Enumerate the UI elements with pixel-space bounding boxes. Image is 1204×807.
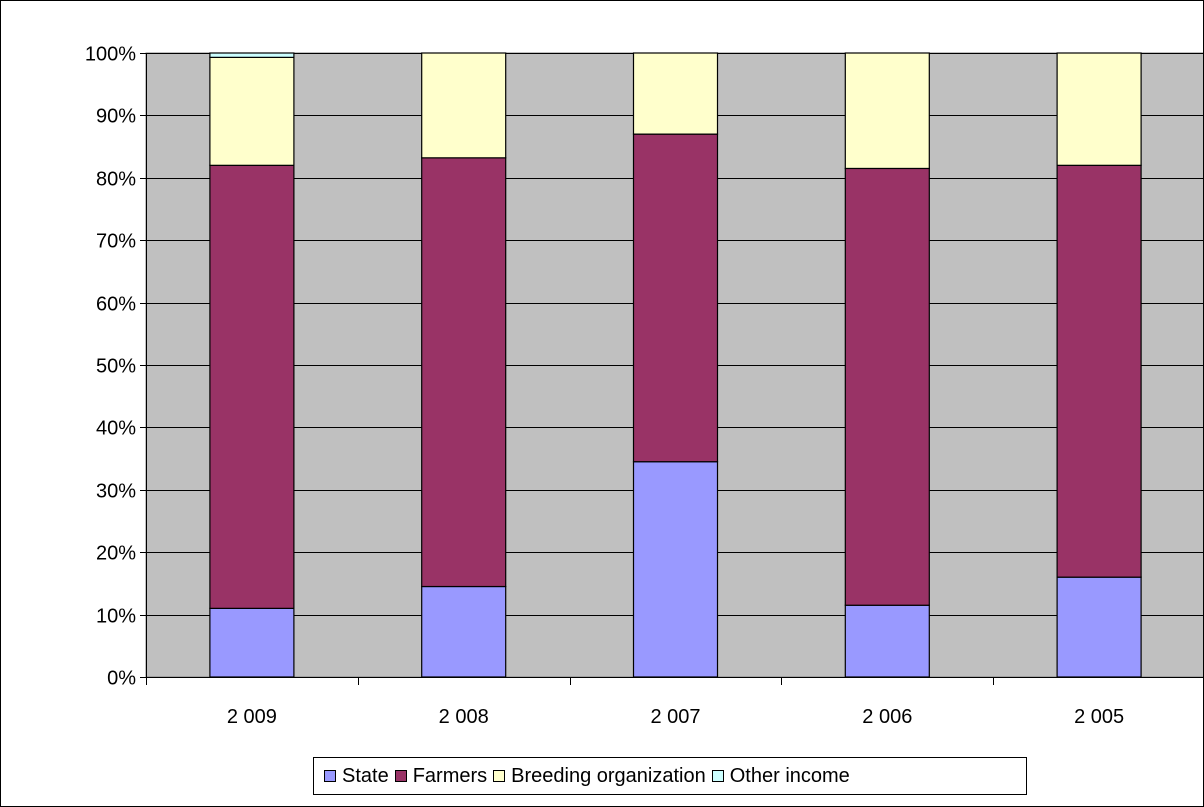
bar-segment [844, 167, 930, 606]
bar-segment [421, 157, 507, 588]
y-tick-label: 10% [96, 606, 136, 628]
x-tick-label: 2 008 [439, 706, 489, 728]
x-tick-label: 2 009 [227, 706, 277, 728]
y-tick-label: 50% [96, 356, 136, 378]
bar-segment [209, 56, 295, 166]
x-tick-label: 2 007 [650, 706, 700, 728]
legend-label: State [342, 764, 389, 787]
bar-segment [1056, 52, 1142, 166]
y-tick-label: 30% [96, 481, 136, 503]
legend: State Farmers Breeding organization Other i… [313, 757, 1027, 795]
stacked-bar-chart: 0% 10% 20% 30% 40% 50% 60% 70% 80% 90% 100% 2 009 2 … [85, 44, 1203, 728]
legend-item: Farmers [394, 764, 488, 788]
x-tick-label: 2 005 [1074, 706, 1124, 728]
x-tick-label: 2 006 [862, 706, 912, 728]
bar-segment [844, 52, 930, 170]
y-tick-label: 80% [96, 169, 136, 191]
y-tick-label: 20% [96, 543, 136, 565]
y-tick-label: 90% [96, 106, 136, 128]
bar-segment [209, 607, 295, 678]
legend-item: Other income [711, 764, 850, 788]
axes: 0% 10% 20% 30% 40% 50% 60% 70% 80% 90% 100% 2 009 2 … [85, 44, 1203, 728]
y-tick-label: 100% [85, 44, 136, 66]
y-tick-label: 60% [96, 294, 136, 316]
legend-swatch [711, 770, 724, 782]
bar-segment [632, 461, 719, 678]
bar-segment [209, 52, 295, 58]
bar-segment [632, 52, 719, 135]
legend-label: Farmers [412, 764, 488, 787]
legend-label: Other income [729, 764, 850, 787]
y-tick-label: 0% [107, 668, 136, 690]
bar-segment [209, 164, 295, 609]
bar-segment [1056, 164, 1142, 578]
y-tick-label: 70% [96, 231, 136, 253]
plot-area [145, 52, 1203, 678]
legend-swatch [493, 770, 506, 782]
bar-segment [421, 52, 507, 159]
bar-segment [844, 604, 930, 678]
legend-swatch [394, 770, 407, 782]
legend-swatch [324, 770, 336, 782]
legend-label: Breeding organization [511, 764, 706, 787]
legend-item: State [324, 765, 389, 788]
bar-segment [1056, 576, 1142, 678]
bar-segment [632, 133, 719, 463]
legend-item: Breeding organization [493, 765, 706, 788]
bar-segment [421, 585, 507, 678]
y-tick-label: 40% [96, 418, 136, 440]
